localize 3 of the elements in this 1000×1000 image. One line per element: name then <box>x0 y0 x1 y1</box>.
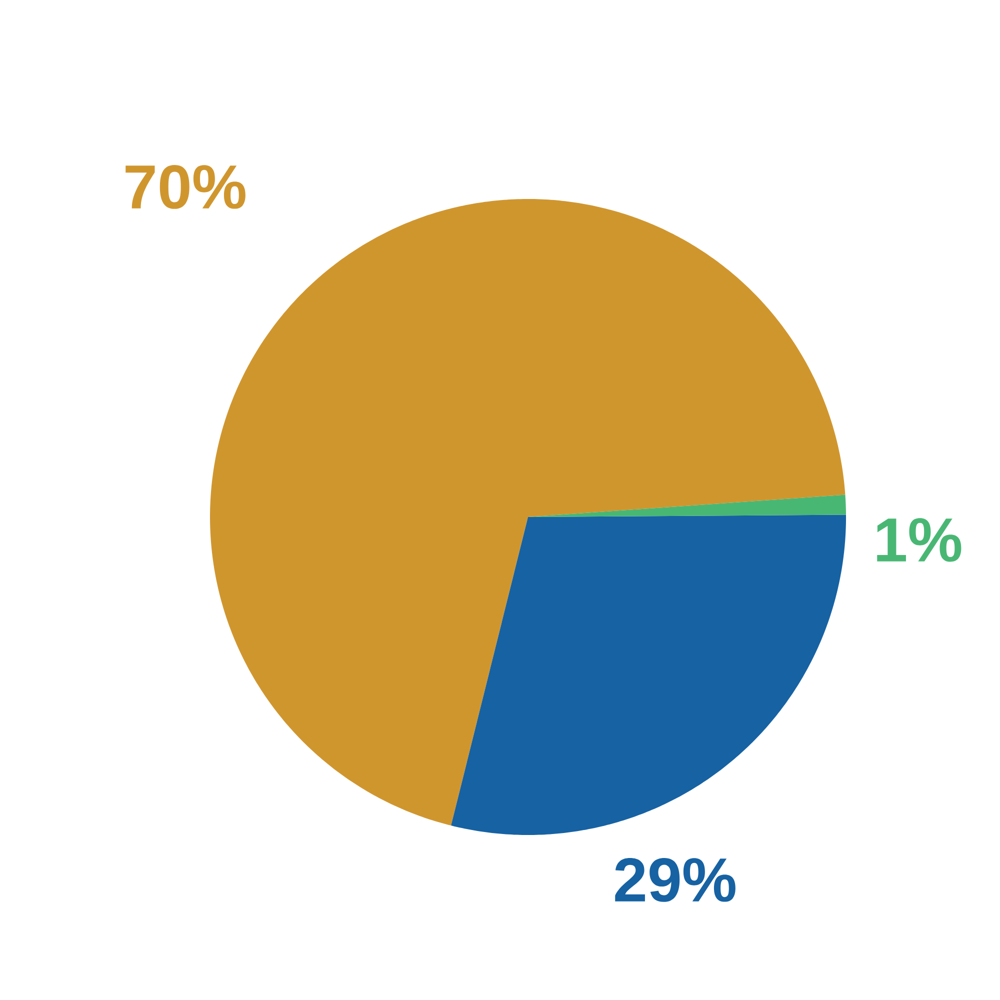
data-label: 1% <box>877 518 962 562</box>
data-label: 70% <box>126 165 246 209</box>
data-label: 29% <box>615 858 736 902</box>
